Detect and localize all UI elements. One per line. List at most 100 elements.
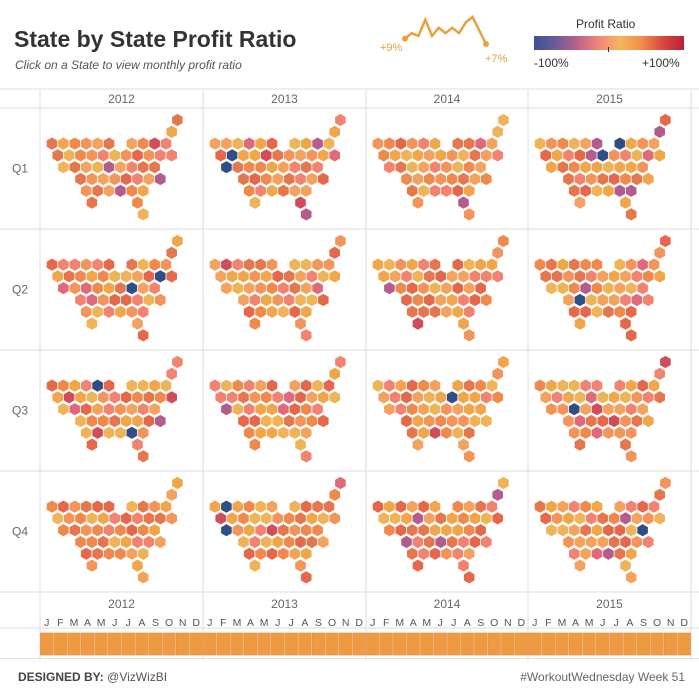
- state-hex-tile: [631, 512, 643, 525]
- state-hex-tile: [143, 391, 155, 404]
- state-hex-tile: [620, 196, 631, 209]
- state-hex-tile: [563, 149, 574, 162]
- state-hex-tile: [435, 149, 446, 162]
- state-hex-tile: [452, 524, 464, 537]
- state-hex-tile: [283, 414, 295, 428]
- state-hex-tile: [498, 234, 509, 248]
- month-bar: [108, 632, 122, 656]
- state-hex-tile: [534, 137, 546, 150]
- state-hex-tile: [312, 161, 323, 174]
- sparkline-end-label: +7%: [485, 53, 508, 65]
- state-hex-tile: [412, 414, 424, 428]
- state-hex-tile: [625, 208, 637, 221]
- state-hex-tile: [109, 535, 120, 549]
- state-hex-tile: [463, 547, 475, 560]
- state-hex-tile: [625, 161, 637, 174]
- state-hex-tile: [272, 512, 283, 525]
- state-hex-tile: [384, 137, 395, 150]
- state-hex-tile: [86, 196, 98, 209]
- state-hex-tile: [591, 305, 603, 318]
- state-hex-tile: [637, 137, 648, 150]
- state-hex-tile: [232, 137, 244, 150]
- month-section-year-label: 2015: [596, 597, 623, 611]
- state-hex-tile: [654, 391, 665, 404]
- state-hex-tile: [46, 137, 58, 150]
- state-hex-tile: [475, 403, 486, 416]
- state-hex-tile: [312, 258, 323, 271]
- state-hex-tile: [469, 270, 481, 283]
- state-hex-tile: [540, 512, 551, 525]
- state-hex-tile: [132, 414, 143, 428]
- state-hex-tile: [103, 282, 115, 295]
- state-hex-tile: [137, 403, 149, 416]
- state-hex-tile: [92, 161, 103, 174]
- state-hex-tile: [481, 535, 492, 549]
- state-hex-tile: [654, 367, 665, 380]
- state-hex-tile: [446, 391, 458, 404]
- month-bar: [352, 632, 366, 656]
- state-hex-tile: [418, 161, 429, 174]
- state-hex-tile: [278, 426, 289, 439]
- state-hex-tile: [58, 282, 69, 295]
- state-hex-tile: [92, 500, 103, 513]
- state-hex-tile: [458, 559, 469, 572]
- state-hex-tile: [492, 512, 503, 525]
- state-hex-tile: [551, 149, 563, 162]
- state-hex-tile: [149, 282, 160, 295]
- state-hex-tile: [278, 403, 289, 416]
- legend-max-label: +100%: [642, 56, 680, 70]
- state-hex-tile: [155, 149, 166, 162]
- state-hex-tile: [637, 500, 648, 513]
- state-hex-tile: [384, 403, 395, 416]
- state-hex-tile: [631, 172, 643, 186]
- state-hex-tile: [306, 414, 318, 428]
- month-bar: [568, 632, 583, 656]
- state-hex-tile: [46, 258, 58, 271]
- state-hex-tile: [149, 403, 160, 416]
- month-bar: [121, 632, 135, 656]
- state-hex-tile: [446, 172, 458, 186]
- state-hex-tile: [69, 524, 81, 537]
- state-hex-tile: [243, 524, 255, 537]
- state-hex-tile: [221, 161, 232, 174]
- state-hex-tile: [318, 293, 329, 307]
- state-hex-tile: [63, 391, 75, 404]
- month-bar: [216, 632, 230, 656]
- state-hex-tile: [86, 172, 98, 186]
- state-hex-tile: [568, 305, 580, 318]
- month-bar: [257, 632, 271, 656]
- month-label: N: [667, 617, 675, 629]
- page-subtitle: Click on a State to view monthly profit …: [15, 58, 242, 72]
- state-hex-tile: [243, 258, 255, 271]
- state-hex-tile: [295, 414, 306, 428]
- state-hex-tile: [540, 270, 551, 283]
- designer-handle[interactable]: @VizWizBI: [107, 670, 168, 684]
- state-hex-tile: [300, 282, 312, 295]
- state-hex-tile: [614, 305, 626, 318]
- state-hex-tile: [232, 282, 244, 295]
- state-hex-tile: [603, 161, 614, 174]
- state-hex-tile: [155, 535, 166, 549]
- state-hex-tile: [295, 172, 306, 186]
- month-label: A: [464, 617, 471, 629]
- state-hex-tile: [574, 512, 586, 525]
- state-hex-tile: [458, 391, 469, 404]
- state-hex-tile: [272, 149, 283, 162]
- month-bar: [474, 632, 488, 656]
- state-hex-tile: [266, 524, 278, 537]
- state-hex-tile: [395, 524, 407, 537]
- state-hex-tile: [429, 137, 441, 150]
- month-bar: [420, 632, 434, 656]
- state-hex-tile: [221, 379, 232, 392]
- state-hex-tile: [166, 391, 177, 404]
- state-hex-tile: [149, 379, 160, 392]
- state-hex-tile: [92, 258, 103, 271]
- state-hex-tile: [574, 293, 586, 307]
- state-hex-tile: [463, 524, 475, 537]
- state-hex-tile: [98, 414, 109, 428]
- state-hex-tile: [551, 512, 563, 525]
- state-hex-tile: [300, 500, 312, 513]
- state-hex-tile: [58, 258, 69, 271]
- state-hex-tile: [232, 403, 244, 416]
- state-hex-tile: [481, 270, 492, 283]
